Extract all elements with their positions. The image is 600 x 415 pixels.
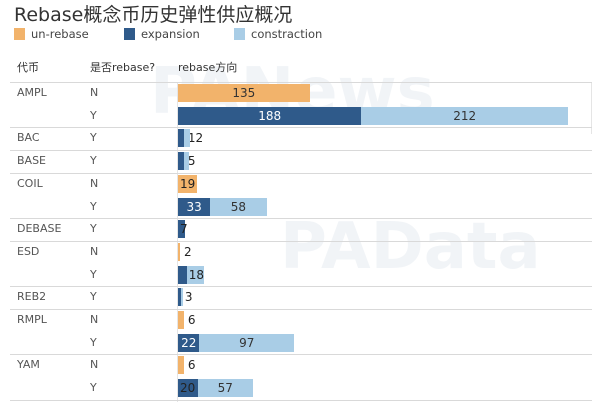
legend-label: expansion — [141, 27, 200, 41]
group-separator — [10, 150, 592, 152]
group-separator — [10, 354, 592, 356]
bar-un-rebase — [178, 84, 310, 102]
data-label: 2 — [184, 244, 192, 259]
axis-line — [177, 82, 178, 402]
bar-constraction — [186, 265, 205, 284]
token-label: COIL — [17, 176, 43, 190]
legend-item-expansion: expansion — [124, 27, 200, 41]
data-label: 7 — [180, 222, 188, 237]
token-label: YAM — [17, 358, 40, 372]
data-label: 5 — [187, 154, 196, 169]
bar-un-rebase — [178, 174, 197, 193]
legend-swatch — [14, 28, 25, 40]
group-separator — [10, 286, 592, 288]
legend-item-un-rebase: un-rebase — [14, 27, 89, 41]
bar-constraction — [183, 129, 190, 148]
data-label: 22 — [181, 335, 197, 350]
bar-constraction — [197, 379, 254, 398]
bar-expansion — [178, 152, 184, 171]
data-label: 188 — [258, 108, 282, 123]
token-label: AMPL — [17, 86, 47, 99]
data-label: 135 — [232, 86, 256, 100]
bar-expansion — [178, 288, 181, 307]
legend-swatch — [124, 28, 135, 40]
legend-swatch — [234, 28, 245, 40]
group-separator — [10, 218, 592, 220]
token-label: RMPL — [17, 313, 47, 326]
data-label: 3 — [184, 290, 193, 305]
rebase-flag: Y — [90, 154, 97, 168]
token-label: DEBASE — [17, 222, 62, 236]
data-label: 33 — [186, 199, 202, 214]
bar-expansion — [178, 333, 200, 352]
data-label: 57 — [217, 381, 233, 396]
token-label: BASE — [17, 154, 47, 168]
bar-constraction — [361, 106, 568, 125]
column-header-token: 代币 — [17, 61, 39, 74]
column-header-rebase: 是否rebase? — [90, 61, 156, 74]
data-label: 6 — [187, 313, 196, 327]
group-separator — [10, 309, 592, 310]
rebase-flag: Y — [90, 131, 97, 145]
chart-title: Rebase概念币历史弹性供应概况 — [14, 4, 293, 26]
rebase-flag: Y — [90, 222, 97, 236]
bar-un-rebase — [178, 356, 184, 375]
bar-constraction — [210, 197, 267, 216]
column-header-direction: rebase方向 — [178, 61, 238, 74]
rebase-flag: Y — [90, 199, 97, 213]
bar-expansion — [178, 265, 187, 284]
bar-un-rebase — [178, 311, 184, 329]
data-label: 12 — [187, 131, 204, 146]
group-separator — [10, 240, 592, 242]
token-label: REB2 — [17, 290, 47, 304]
bar-expansion — [178, 379, 198, 398]
legend-label: constraction — [251, 27, 323, 41]
data-label: 58 — [230, 199, 247, 214]
data-label: 18 — [188, 267, 205, 282]
bar-expansion — [178, 129, 184, 148]
data-label: 6 — [187, 358, 196, 373]
data-label: 20 — [180, 381, 196, 396]
rebase-flag: Y — [90, 335, 97, 349]
table-bottom-line — [10, 399, 592, 401]
bar-expansion — [178, 106, 362, 125]
token-label: BAC — [17, 131, 40, 145]
bar-constraction — [183, 152, 189, 171]
group-separator — [10, 172, 592, 174]
group-separator — [10, 82, 592, 83]
token-label: ESD — [17, 244, 40, 258]
rebase-flag: N — [90, 86, 99, 99]
bar-constraction — [180, 288, 183, 307]
rebase-flag: Y — [90, 267, 97, 281]
watermark-padata: PAData — [280, 210, 541, 284]
data-label: 19 — [180, 176, 196, 191]
border-line — [591, 82, 592, 134]
rebase-flag: Y — [90, 290, 97, 304]
bar-expansion — [178, 220, 185, 239]
rebase-flag: Y — [90, 108, 97, 122]
data-label: 97 — [239, 335, 255, 350]
bar-expansion — [178, 197, 211, 216]
group-separator — [10, 127, 592, 129]
bar-constraction — [199, 333, 294, 352]
bar-un-rebase — [178, 242, 180, 261]
legend-item-constraction: constraction — [234, 27, 322, 41]
legend-label: un-rebase — [31, 27, 89, 41]
rebase-flag: N — [90, 244, 99, 258]
rebase-flag: N — [90, 358, 99, 372]
rebase-flag: N — [90, 313, 99, 326]
data-label: 212 — [453, 108, 477, 123]
rebase-flag: Y — [90, 381, 97, 395]
rebase-flag: N — [90, 176, 99, 190]
